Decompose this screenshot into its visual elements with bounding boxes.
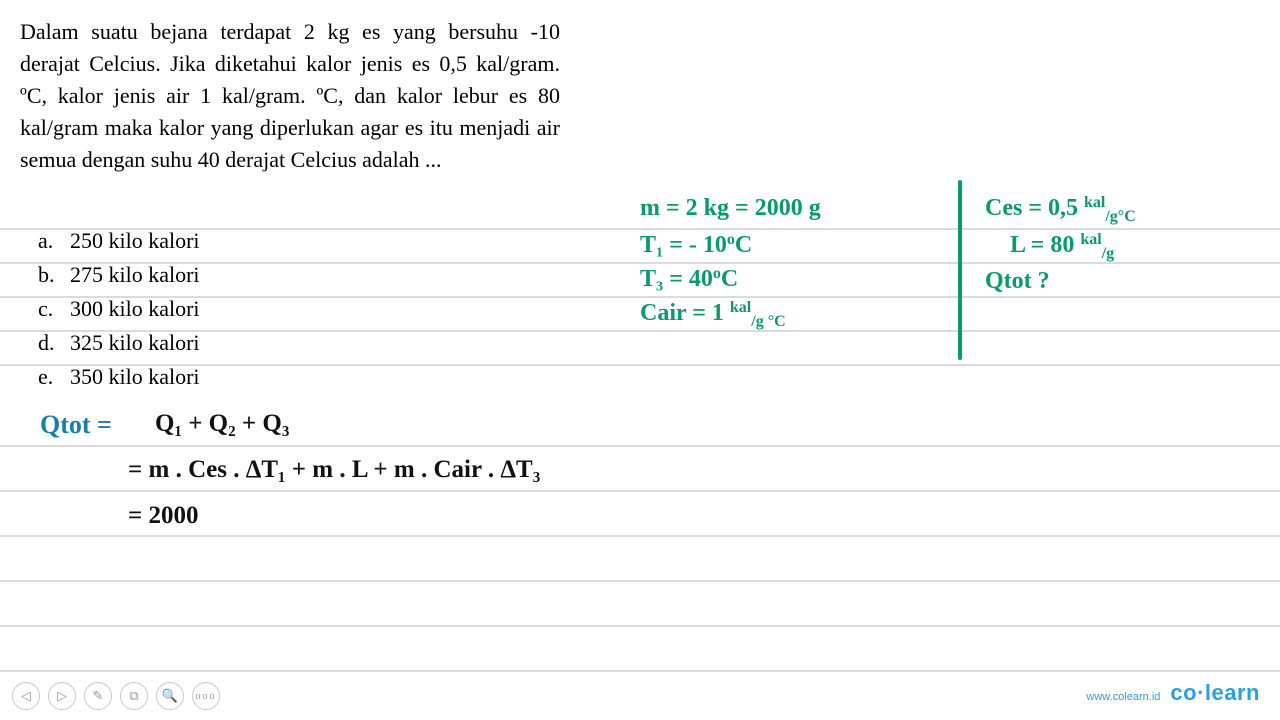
answer-options: a. 250 kilo kalori b. 275 kilo kalori c.… [38,224,200,394]
ruled-line [0,228,1280,230]
degree-icon: o [713,265,721,282]
given-l-val: L = 80 [1010,232,1080,258]
ruled-line [0,670,1280,672]
chevron-left-icon: ◁ [21,688,31,704]
ruled-line [0,580,1280,582]
given-t1-unit: C [735,232,752,258]
footer-toolbar: ◁ ▷ ✎ ⧉ 🔍 ooo [12,682,220,710]
unit-sup: kal [1080,231,1101,248]
ruled-line [0,625,1280,627]
unit-sub: /g [1102,245,1114,262]
next-button[interactable]: ▷ [48,682,76,710]
work-line1-lhs: Qtot = [40,410,112,440]
ruled-line [0,262,1280,264]
chevron-right-icon: ▷ [57,688,67,704]
ruled-line [0,490,1280,492]
zoom-button[interactable]: 🔍 [156,682,184,710]
question-text: Dalam suatu bejana terdapat 2 kg es yang… [20,16,560,175]
brand-url: www.colearn.id [1086,691,1160,703]
given-t3-val: T₃ = 40 [640,266,713,292]
given-m: m = 2 kg = 2000 g [640,195,821,222]
unit-sup: kal [730,299,751,316]
given-t3-unit: C [721,266,738,292]
ruled-line [0,364,1280,366]
edit-button[interactable]: ✎ [84,682,112,710]
unit-sub: /g°C [1105,208,1135,225]
prev-button[interactable]: ◁ [12,682,40,710]
given-qtot: Qtot ? [985,268,1050,295]
search-icon: 🔍 [162,688,178,704]
work-line3: = 2000 [128,502,199,530]
given-l: L = 80 kal/g [1010,232,1114,259]
given-t1-val: T₁ = - 10 [640,232,727,258]
dots-icon: ooo [196,691,217,702]
ruled-line [0,445,1280,447]
ruled-line [0,330,1280,332]
pencil-icon: ✎ [93,688,104,704]
work-line2: = m . Ces . ΔT₁ + m . L + m . Cair . ΔT₃ [128,456,540,484]
unit-sub: /g °C [751,313,785,330]
vertical-divider [958,180,962,360]
copy-icon: ⧉ [129,688,138,704]
given-ces-val: Ces = 0,5 [985,195,1084,221]
work-line1-rhs: Q₁ + Q₂ + Q₃ [155,410,289,438]
brand-logo: co·learn [1170,680,1260,706]
ruled-line [0,296,1280,298]
given-t1: T₁ = - 10oC [640,232,752,259]
copy-button[interactable]: ⧉ [120,682,148,710]
unit-sup: kal [1084,194,1105,211]
given-t3: T₃ = 40oC [640,266,738,293]
brand: www.colearn.id co·learn [1086,680,1260,706]
ruled-line [0,535,1280,537]
more-button[interactable]: ooo [192,682,220,710]
degree-icon: o [727,231,735,248]
page: { "question": { "text": "Dalam suatu bej… [0,0,1280,720]
given-ces: Ces = 0,5 kal/g°C [985,195,1136,222]
given-cair: Cair = 1 kal/g °C [640,300,786,327]
given-cair-val: Cair = 1 [640,300,730,326]
